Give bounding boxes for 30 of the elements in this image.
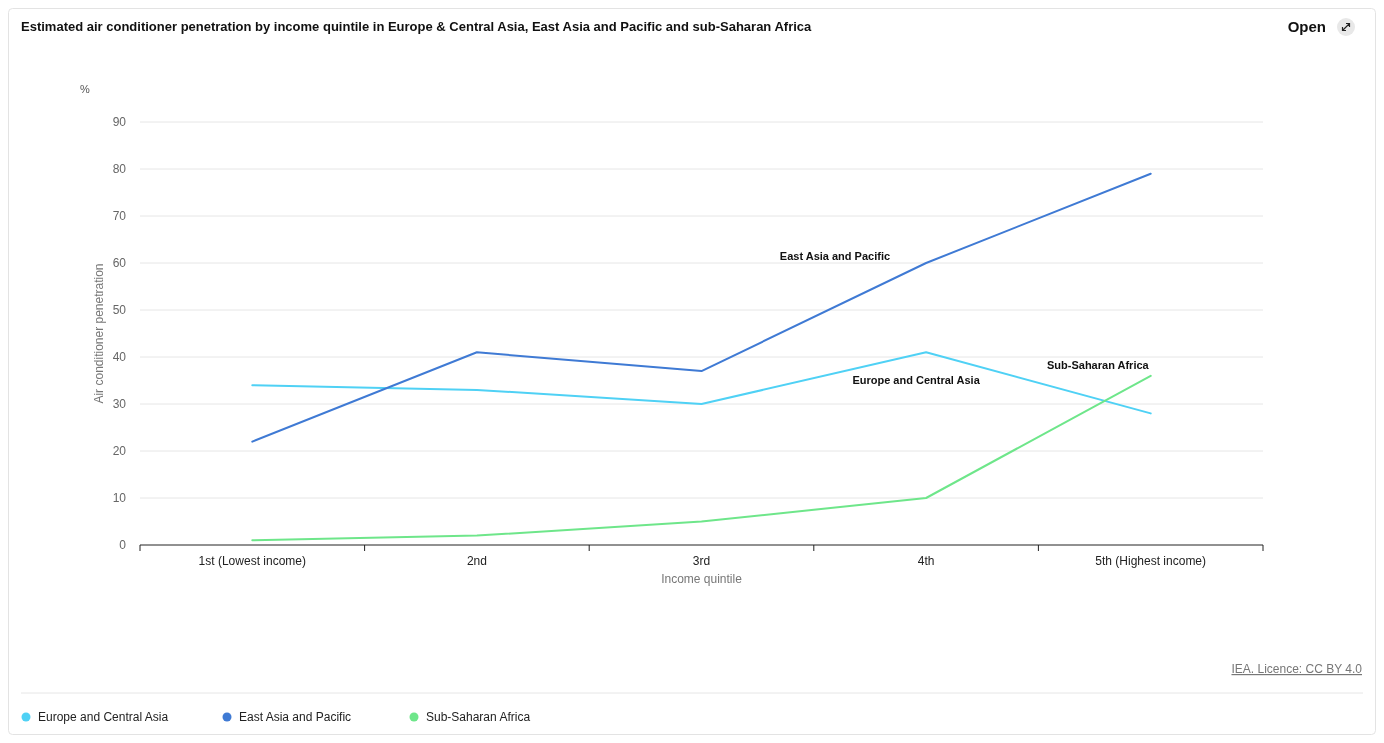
legend-label: East Asia and Pacific [239,710,352,724]
text: Sub-Saharan Africa [1047,358,1149,371]
y-tick-label: 10 [112,491,127,505]
y-tick-label: 0 [119,538,127,552]
y-tick-label: 30 [112,397,127,411]
legend-label: Sub-Saharan Africa [426,710,531,724]
line-series [251,172,1152,443]
text: % [80,83,91,95]
text: IEA. Licence: CC BY 4.0 [1231,662,1363,676]
text: East Asia and Pacific [779,250,891,262]
line-series [251,351,1152,415]
text: Open [1287,18,1326,35]
y-tick-label: 70 [112,209,127,223]
x-tick-label: 4th [917,554,935,568]
line-series [251,374,1152,542]
y-tick-label: 20 [112,444,127,458]
y-tick-label: 40 [112,350,127,364]
x-tick-label: 2nd [466,554,487,568]
y-tick-label: 50 [112,303,127,317]
y-axis-title: Air conditioner penetration [92,263,106,404]
y-tick-label: 90 [112,115,127,129]
chart-title: Estimated air conditioner penetration by income quintile in Europe & Central Asia, East Asia and Pacific and sub-Saharan Africa [21,19,813,34]
x-tick-label: 5th (Highest income) [1095,554,1207,568]
x-tick-label: 1st (Lowest income) [198,554,306,568]
y-tick-label: 80 [112,162,127,176]
x-axis-title: Income quintile [661,572,743,586]
x-tick-label: 3rd [692,554,711,568]
legend-label: Europe and Central Asia [38,710,169,724]
text: Europe and Central Asia [852,374,980,387]
y-tick-label: 60 [112,256,127,270]
